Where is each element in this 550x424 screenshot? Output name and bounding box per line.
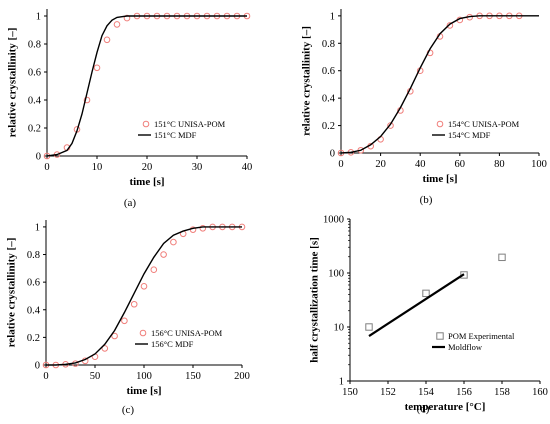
y-tick-label: 1000 <box>323 215 344 226</box>
data-point <box>111 332 118 340</box>
x-tick-label: 80 <box>494 159 505 170</box>
data-point <box>387 122 394 129</box>
data-point <box>446 22 454 29</box>
y-tick-label: 0.6 <box>27 278 40 289</box>
data-point <box>93 64 101 72</box>
legend-label: 154°C UNISA-POM <box>448 119 520 129</box>
y-axis-label: half crystallization time [s] <box>309 237 321 363</box>
data-point <box>422 289 430 298</box>
data-point <box>130 300 138 308</box>
legend-label: 151°C UNISA-POM <box>154 119 226 129</box>
x-tick-label: 0 <box>43 371 48 382</box>
legend-label: Moldflow <box>448 342 483 352</box>
y-tick-label: 0.8 <box>322 39 335 50</box>
legend-label: 156°C MDF <box>151 339 194 349</box>
y-tick-label: 0.8 <box>27 250 40 261</box>
x-tick-label: 40 <box>415 159 426 170</box>
panel-caption: (b) <box>420 194 433 206</box>
x-tick-label: 152 <box>380 387 396 398</box>
data-point <box>121 317 128 325</box>
series-line <box>340 15 539 154</box>
series-line <box>368 273 465 337</box>
chart-panel-a: 0 10 20 30 40 0 0.2 0.4 0.6 0.8 1 time [s] relative … <box>7 9 253 209</box>
y-tick-label: 0.8 <box>28 40 41 51</box>
y-tick-label: 0.4 <box>27 305 41 316</box>
y-tick-label: 10 <box>334 323 345 334</box>
data-point <box>150 266 158 274</box>
x-tick-label: 150 <box>185 371 201 382</box>
x-tick-label: 200 <box>234 371 250 382</box>
x-tick-label: 160 <box>532 387 548 398</box>
x-tick-label: 30 <box>192 162 203 173</box>
data-point <box>365 323 373 331</box>
y-tick-label: 1 <box>35 222 40 233</box>
data-point <box>140 282 148 290</box>
data-point <box>160 251 167 258</box>
y-axis-label: relative crystallinity [–] <box>7 28 19 138</box>
x-tick-label: 10 <box>92 162 103 173</box>
x-axis-label: temperature [°C] <box>405 401 486 413</box>
x-axis-label: time [s] <box>129 176 164 188</box>
y-tick-label: 0 <box>35 361 40 372</box>
legend-marker <box>436 332 444 340</box>
y-axis-label: relative crystallinity [–] <box>6 238 18 348</box>
x-tick-label: 154 <box>418 387 435 398</box>
y-tick-label: 0.6 <box>322 66 335 77</box>
y-axis-label: relative crystallinity [–] <box>301 26 313 136</box>
data-point <box>199 224 207 232</box>
data-point <box>113 21 121 28</box>
series-line <box>46 15 247 157</box>
x-tick-label: 40 <box>242 162 253 173</box>
x-tick-label: 0 <box>44 162 49 173</box>
y-tick-label: 1 <box>36 12 41 23</box>
legend-marker <box>139 329 147 337</box>
y-tick-label: 1 <box>339 377 344 388</box>
x-axis-label: time [s] <box>126 385 161 397</box>
y-tick-label: 1 <box>330 11 335 22</box>
legend-label: 156°C UNISA-POM <box>151 328 223 338</box>
legend-label: POM Experimental <box>448 331 515 341</box>
legend-label: 154°C MDF <box>448 130 491 140</box>
y-tick-label: 0.4 <box>322 94 336 105</box>
data-point <box>498 253 506 262</box>
y-tick-label: 0 <box>330 149 335 160</box>
x-tick-label: 20 <box>375 159 386 170</box>
x-tick-label: 0 <box>338 159 343 170</box>
panel-caption: (d) <box>417 403 430 415</box>
x-tick-label: 100 <box>531 159 547 170</box>
x-tick-label: 150 <box>342 387 358 398</box>
data-point <box>170 238 177 246</box>
x-tick-label: 60 <box>455 159 466 170</box>
y-tick-label: 0.2 <box>322 121 335 132</box>
y-tick-label: 0.2 <box>27 333 40 344</box>
chart-panel-b: 0 20 40 60 80 100 0 0.2 0.4 0.6 0.8 1 time [s] relati… <box>301 9 547 206</box>
legend-label: 151°C MDF <box>154 130 197 140</box>
legend-marker <box>142 120 150 128</box>
x-tick-label: 20 <box>142 162 153 173</box>
legend-marker <box>436 120 444 128</box>
x-tick-label: 50 <box>90 371 101 382</box>
x-tick-label: 100 <box>136 371 152 382</box>
y-tick-label: 0 <box>36 152 41 163</box>
y-tick-label: 100 <box>328 269 344 280</box>
data-point <box>83 96 91 104</box>
x-tick-label: 156 <box>456 387 472 398</box>
y-tick-label: 0.2 <box>28 124 41 135</box>
y-tick-label: 0.6 <box>28 68 41 79</box>
x-tick-label: 158 <box>494 387 510 398</box>
chart-panel-d: 150 152 154 156 158 160 1 10 100 1000 temperature … <box>309 215 548 416</box>
panel-caption: (a) <box>124 197 137 209</box>
chart-panel-c: 0 50 100 150 200 0 0.2 0.4 0.6 0.8 1 time [s] relati… <box>6 220 250 416</box>
series-line <box>46 226 242 366</box>
data-point <box>103 36 111 44</box>
x-axis-label: time [s] <box>422 173 457 185</box>
y-tick-label: 0.4 <box>28 96 42 107</box>
data-point <box>101 345 109 352</box>
panel-caption: (c) <box>122 404 135 416</box>
